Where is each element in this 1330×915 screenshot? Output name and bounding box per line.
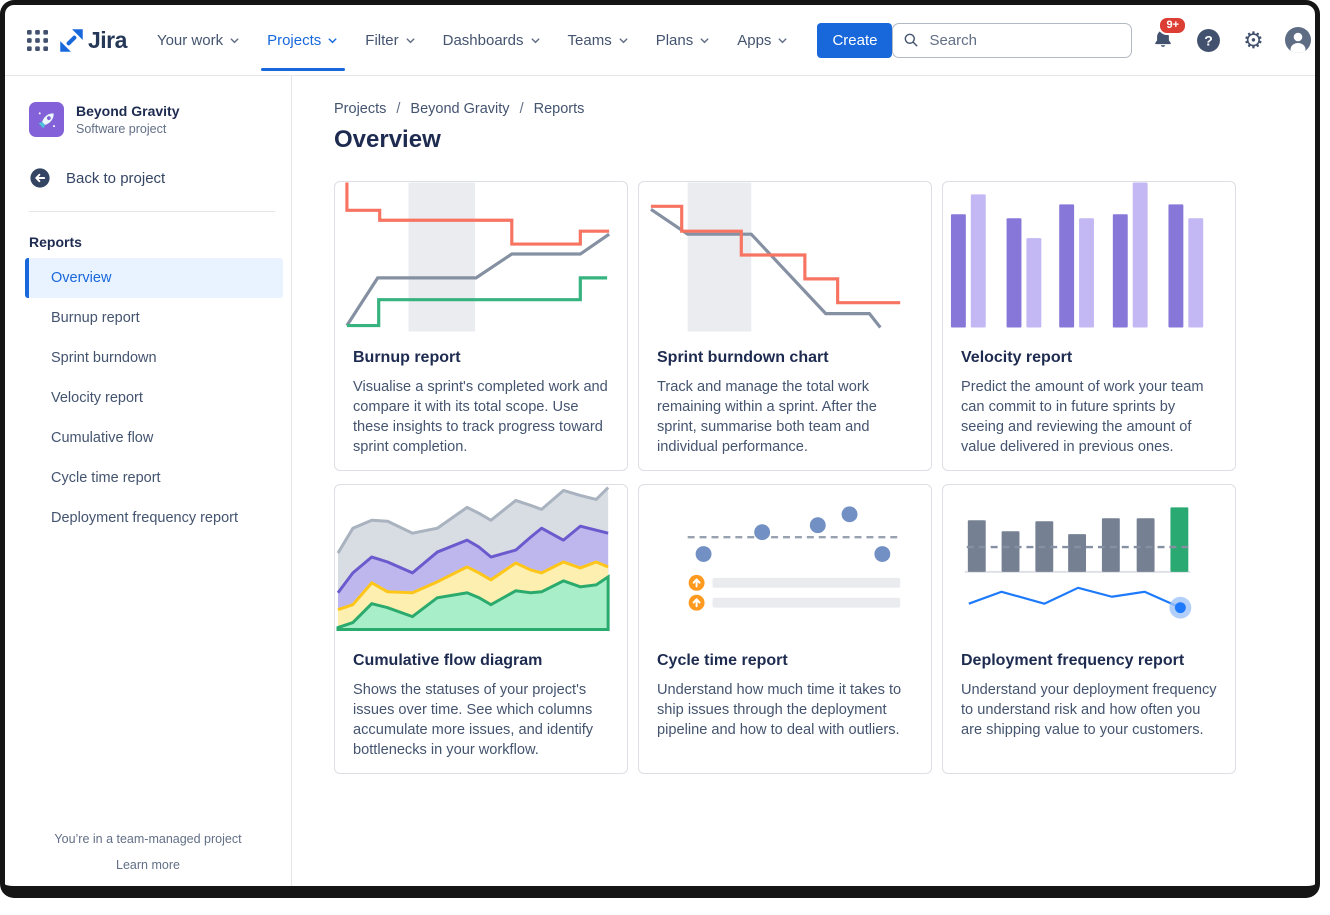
back-to-project-label: Back to project [66, 169, 166, 187]
sidebar-divider [29, 211, 275, 212]
jira-logo[interactable]: Jira [58, 27, 127, 54]
chevron-down-icon [230, 37, 239, 43]
project-name: Beyond Gravity [76, 103, 180, 119]
chevron-down-icon [700, 37, 709, 43]
search-icon [905, 33, 918, 47]
card-title: Cumulative flow diagram [353, 652, 543, 669]
card-description: Shows the statuses of your project's iss… [353, 682, 594, 758]
cycle-time-chart [687, 506, 901, 611]
breadcrumb-projects[interactable]: Projects [334, 101, 387, 117]
project-title-block: Beyond Gravity Software project [76, 103, 179, 136]
velocity-chart [950, 182, 1204, 328]
project-type: Software project [76, 122, 167, 136]
nav-item-apps[interactable]: Apps [725, 23, 801, 58]
sprint-burndown-chart [650, 182, 901, 332]
chevron-down-icon [531, 37, 540, 43]
content-area: Beyond Gravity Software project Back to … [5, 76, 1315, 886]
avatar-icon [1285, 27, 1312, 53]
sidebar: Beyond Gravity Software project Back to … [5, 76, 292, 886]
card-title: Sprint burndown chart [657, 349, 829, 366]
jira-logo-text: Jira [88, 26, 127, 53]
top-navigation: Jira Your work Projects Filter Dashboard… [5, 5, 1315, 76]
card-title: Velocity report [961, 349, 1073, 366]
deployment-frequency-chart [964, 507, 1192, 619]
card-title: Deployment frequency report [961, 652, 1185, 669]
nav-item-label: Plans [655, 31, 694, 49]
back-to-project-link[interactable]: Back to project [29, 167, 267, 189]
svg-text:?: ? [1204, 32, 1213, 48]
primary-nav: Your work Projects Filter Dashboards Tea… [145, 23, 802, 71]
learn-more-link[interactable]: Learn more [116, 858, 180, 872]
sidebar-item-deployment-frequency-report[interactable]: Deployment frequency report [51, 510, 238, 526]
nav-item-label: Filter [365, 31, 399, 49]
chevron-down-icon [778, 37, 787, 43]
nav-item-plans[interactable]: Plans [644, 23, 724, 58]
card-cycle-time-report[interactable]: Cycle time report Understand how much ti… [638, 484, 932, 774]
card-description: Understand how much time it takes to shi… [657, 682, 902, 738]
card-deployment-frequency-report[interactable]: Deployment frequency report Understand y… [942, 484, 1236, 774]
app-window: Jira Your work Projects Filter Dashboard… [0, 0, 1320, 898]
nav-item-label: Teams [567, 31, 612, 49]
search-input[interactable] [927, 30, 1122, 50]
card-title: Burnup report [353, 349, 461, 366]
card-burnup-report[interactable]: Burnup report Visualise a sprint's compl… [334, 181, 628, 471]
card-title: Cycle time report [657, 652, 788, 669]
card-velocity-report[interactable]: Velocity report Predict the amount of wo… [942, 181, 1236, 471]
nav-item-label: Projects [267, 31, 322, 49]
chevron-down-icon [406, 37, 415, 43]
sidebar-item-velocity-report[interactable]: Velocity report [51, 390, 143, 406]
topnav-right-cluster: 9+ ? ⚙ [892, 16, 1312, 58]
card-description: Visualise a sprint's completed work and … [353, 379, 608, 455]
create-button[interactable]: Create [817, 22, 893, 58]
sidebar-item-burnup-report[interactable]: Burnup report [51, 310, 140, 326]
card-description: Predict the amount of work your team can… [961, 379, 1204, 455]
search-box[interactable] [892, 22, 1133, 58]
breadcrumb-separator: / [396, 101, 401, 117]
nav-item-projects[interactable]: Projects [255, 23, 351, 71]
settings-button[interactable]: ⚙ [1239, 26, 1267, 54]
nav-item-dashboards[interactable]: Dashboards [431, 23, 554, 58]
notifications-button[interactable]: 9+ [1149, 16, 1188, 54]
nav-item-teams[interactable]: Teams [556, 23, 642, 58]
nav-item-label: Dashboards [442, 31, 524, 49]
team-managed-note: You’re in a team-managed project [54, 832, 242, 846]
main-panel: Projects / Beyond Gravity / Reports Over… [292, 76, 1315, 886]
card-description: Understand your deployment frequency to … [961, 682, 1217, 738]
breadcrumb-separator: / [519, 101, 524, 117]
app-switcher-icon[interactable] [27, 24, 48, 56]
cumulative-flow-chart [336, 486, 610, 632]
card-cumulative-flow-diagram[interactable]: Cumulative flow diagram Shows the status… [334, 484, 628, 774]
nav-item-label: Your work [156, 31, 224, 49]
sidebar-item-overview[interactable]: Overview [25, 258, 283, 298]
card-sprint-burndown-chart[interactable]: Sprint burndown chart Track and manage t… [638, 181, 932, 471]
help-icon: ? [1197, 28, 1220, 52]
nav-item-your-work[interactable]: Your work [145, 23, 253, 58]
sidebar-footer: You’re in a team-managed project Learn m… [5, 818, 291, 886]
notifications-badge: 9+ [1158, 16, 1188, 35]
card-description: Track and manage the total work remainin… [657, 379, 877, 455]
burnup-chart [345, 182, 611, 332]
sidebar-item-cycle-time-report[interactable]: Cycle time report [51, 470, 161, 486]
nav-item-filter[interactable]: Filter [353, 23, 428, 58]
back-icon [30, 168, 50, 188]
grid-dots-icon [27, 29, 48, 51]
sidebar-item-cumulative-flow[interactable]: Cumulative flow [51, 430, 154, 446]
chevron-down-icon [619, 37, 628, 43]
nav-item-label: Apps [737, 31, 772, 49]
page-title: Overview [334, 126, 441, 153]
breadcrumb-reports[interactable]: Reports [533, 101, 585, 117]
sidebar-section-title: Reports [29, 234, 82, 250]
report-cards-grid: Burnup report Visualise a sprint's compl… [334, 181, 1315, 774]
jira-logo-icon [60, 28, 83, 52]
breadcrumb: Projects / Beyond Gravity / Reports [334, 101, 1315, 117]
rocket-icon [38, 111, 55, 128]
profile-button[interactable] [1284, 26, 1312, 54]
help-button[interactable]: ? [1194, 26, 1222, 54]
gear-icon: ⚙ [1243, 26, 1264, 53]
breadcrumb-project-name[interactable]: Beyond Gravity [410, 101, 510, 117]
chevron-down-icon [328, 37, 337, 43]
project-header: Beyond Gravity Software project [5, 102, 291, 137]
project-avatar [29, 102, 64, 137]
sidebar-item-sprint-burndown[interactable]: Sprint burndown [51, 350, 157, 366]
